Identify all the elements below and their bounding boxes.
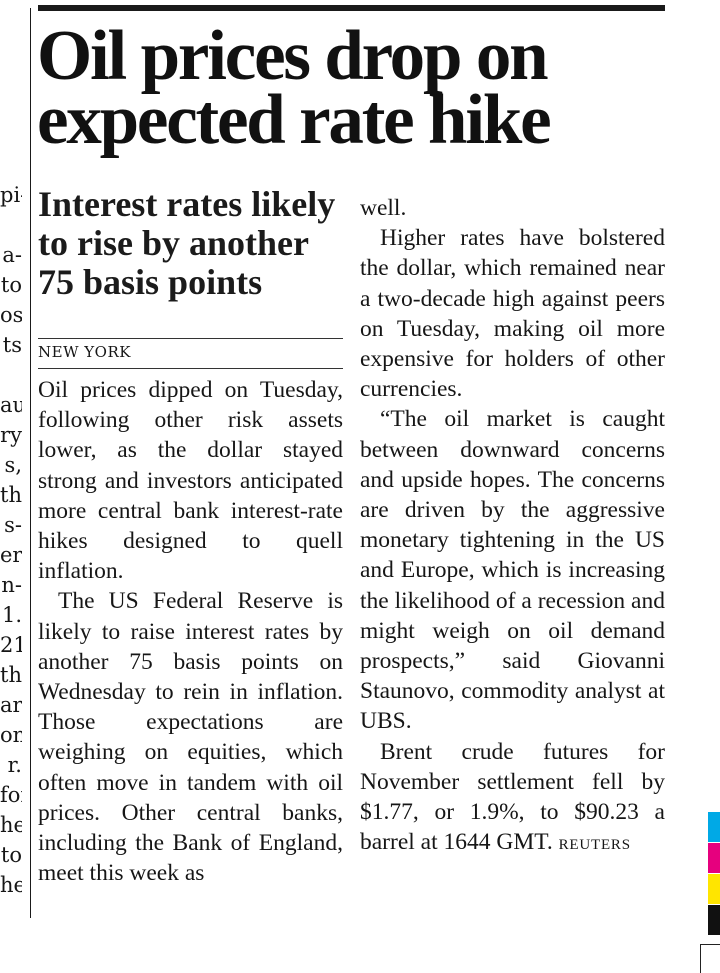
fragment-line [0, 210, 22, 240]
yellow-swatch [708, 874, 720, 904]
magenta-swatch [708, 843, 720, 873]
fragment-line: pi- [0, 183, 22, 207]
paragraph: The US Federal Reserve is likely to rais… [38, 588, 343, 887]
top-rule [38, 5, 665, 11]
fragment-line: n- [1, 573, 22, 597]
column-divider [30, 8, 31, 918]
fragment-line [0, 360, 22, 390]
paragraph: Oil prices dipped on Tuesday, following … [38, 377, 343, 585]
color-registration-bar [708, 812, 720, 936]
fragment-line: he [0, 813, 22, 837]
fragment-line: he [0, 873, 22, 897]
cyan-swatch [708, 812, 720, 842]
fragment-line: r. [7, 753, 22, 777]
fragment-line: ts [2, 333, 22, 357]
black-swatch [708, 905, 720, 935]
fragment-line: s, [4, 453, 22, 477]
corner-rule [700, 944, 720, 973]
fragment-line: ar [0, 693, 22, 717]
fragment-line: 1. [1, 603, 22, 627]
headline: Oil prices drop on expected rate hike [37, 17, 552, 159]
article-body-column-2: well. Higher rates have bolstered the do… [360, 193, 665, 860]
signoff: REUTERS [558, 837, 631, 854]
fragment-line: on [0, 723, 22, 747]
fragment-line: au [0, 393, 22, 417]
fragment-line [0, 150, 22, 180]
fragment-line: s- [4, 513, 22, 537]
dateline: NEW YORK [38, 343, 131, 361]
article-body-column-1: Oil prices dipped on Tuesday, following … [38, 375, 343, 888]
paragraph: “The oil market is caught between downwa… [360, 406, 665, 735]
fragment-line: 21 [0, 633, 22, 657]
fragment-line: er [0, 543, 22, 567]
fragment-line: ry [0, 423, 22, 447]
fragment-line: th [0, 663, 22, 687]
paragraph-text: Brent crude futures for November settlem… [360, 738, 665, 856]
adjacent-column-fragment: pi- a- to os) ts au ry s, th s- er n- 1.… [0, 150, 22, 900]
dateline-rule [38, 368, 343, 369]
fragment-line: a- [2, 243, 22, 267]
fragment-line: os) [0, 303, 22, 327]
fragment-line: to [0, 843, 22, 867]
paragraph: well. [360, 195, 407, 221]
fragment-line: to [0, 273, 22, 297]
paragraph: Higher rates have bolstered the dollar, … [360, 225, 665, 403]
paragraph-final: Brent crude futures for November settlem… [360, 737, 665, 861]
fragment-line: th [0, 483, 22, 507]
dateline-rule [38, 338, 343, 339]
fragment-line: for [0, 783, 22, 807]
subheadline: Interest rates likely to rise by another… [38, 184, 336, 302]
